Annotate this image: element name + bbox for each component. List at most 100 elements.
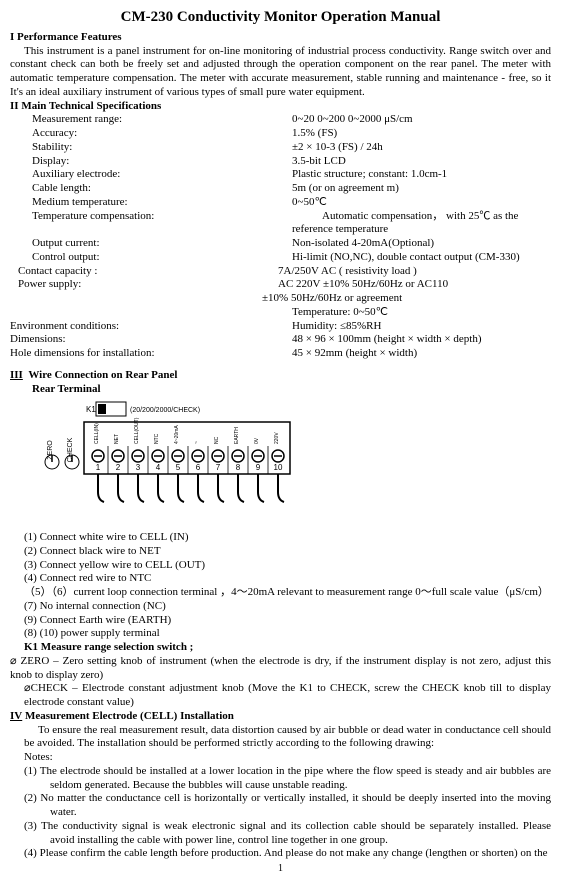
svg-text:0V: 0V <box>254 437 260 444</box>
hole-label: Hole dimensions for installation: <box>10 347 292 361</box>
spec-value: 1.5% (FS) <box>292 127 551 141</box>
svg-text:8: 8 <box>236 463 241 472</box>
k1-heading: K1 Measure range selection switch ; <box>24 641 551 655</box>
spec-label: Cable length: <box>10 182 292 196</box>
env-row: Environment conditions:Humidity: ≤85%RH <box>10 320 551 334</box>
wire-item: (9) Connect Earth wire (EARTH) <box>24 614 551 628</box>
svg-text:3: 3 <box>136 463 141 472</box>
svg-text:9: 9 <box>256 463 261 472</box>
spec-row: Cable length:5m (or on agreement m) <box>10 182 551 196</box>
page-title: CM-230 Conductivity Monitor Operation Ma… <box>10 8 551 27</box>
spec-row: Display:3.5-bit LCD <box>10 155 551 169</box>
svg-text:EARTH: EARTH <box>234 427 240 444</box>
note-item: (4) Please confirm the cable length befo… <box>10 847 551 861</box>
features-body: This instrument is a panel instrument fo… <box>10 45 551 100</box>
check-desc: ⌀CHECK – Electrode constant adjustment k… <box>10 682 551 710</box>
spec-value: 7A/250V AC ( resistivity load ) <box>278 265 551 279</box>
spec-label: Measurement range: <box>10 113 292 127</box>
spec-value: 3.5-bit LCD <box>292 155 551 169</box>
sec3-sub: Rear Terminal <box>10 383 551 397</box>
notes-heading: Notes: <box>10 751 551 765</box>
spec-label: Accuracy: <box>10 127 292 141</box>
env-label <box>10 306 292 320</box>
spec-value: AC 220V ±10% 50Hz/60Hz or AC110 <box>278 278 551 292</box>
spec-label: Output current: <box>10 237 292 251</box>
hole-row: Hole dimensions for installation:45 × 92… <box>10 347 551 361</box>
spec-row: Temperature compensation:Automatic compe… <box>10 210 551 238</box>
svg-text:4: 4 <box>156 463 161 472</box>
svg-text:10: 10 <box>274 463 283 472</box>
roman-i: I <box>10 31 14 43</box>
check-label: CHECK <box>67 438 74 463</box>
dim-label: Dimensions: <box>10 333 292 347</box>
spec-label: Power supply: <box>10 278 278 292</box>
wire-item: (2) Connect black wire to NET <box>24 545 551 559</box>
svg-text:NC: NC <box>214 437 220 445</box>
note-item: (1) The electrode should be installed at… <box>10 765 551 793</box>
spec-label: Medium temperature: <box>10 196 292 210</box>
spec-row: Accuracy:1.5% (FS) <box>10 127 551 141</box>
spec-value: Automatic compensation， with 25℃ as the … <box>292 210 551 238</box>
svg-text:1: 1 <box>96 463 101 472</box>
zero-desc: ⌀ ZERO – Zero setting knob of instrument… <box>10 655 551 683</box>
svg-text:~: ~ <box>194 441 200 444</box>
sec1-title: Performance Features <box>17 31 122 43</box>
rear-terminal-diagram: K1 (20/200/2000/CHECK) ZERO CHECK CELL(I… <box>38 400 551 525</box>
svg-text:6: 6 <box>196 463 201 472</box>
note-item: (3) The conductivity signal is weak elec… <box>10 820 551 848</box>
svg-text:4~20mA: 4~20mA <box>174 425 180 444</box>
spec-row: Auxiliary electrode:Plastic structure; c… <box>10 168 551 182</box>
spec-cont: ±10% 50Hz/60Hz or agreement <box>10 292 551 306</box>
wire-item: (4) Connect red wire to NTC <box>24 572 551 586</box>
zero-label: ZERO <box>47 440 54 460</box>
spec-label: Contact capacity : <box>10 265 278 279</box>
k1-label: K1 <box>86 405 96 414</box>
env-hum: Humidity: ≤85%RH <box>292 320 381 334</box>
svg-text:220V: 220V <box>274 432 280 444</box>
svg-text:5: 5 <box>176 463 181 472</box>
spec-label: Temperature compensation: <box>10 210 292 238</box>
range-label: (20/200/2000/CHECK) <box>130 407 200 414</box>
sec2-title: Main Technical Specifications <box>21 100 161 112</box>
section-3-heading: III Wire Connection on Rear Panel <box>10 369 551 383</box>
spec-label: Stability: <box>10 141 292 155</box>
sec4-title: Measurement Electrode (CELL) Installatio… <box>25 710 234 722</box>
wire-item: (1) Connect white wire to CELL (IN) <box>24 531 551 545</box>
spec-value: Hi-limit (NO,NC), double contact output … <box>292 251 551 265</box>
dim-value: 48 × 96 × 100mm (height × width × depth) <box>292 333 482 347</box>
env-temp: Temperature: 0~50℃ <box>292 306 388 320</box>
dim-row: Dimensions:48 × 96 × 100mm (height × wid… <box>10 333 551 347</box>
wire-item: (3) Connect yellow wire to CELL (OUT) <box>24 559 551 573</box>
spec-value: ±2 × 10-3 (FS) / 24h <box>292 141 551 155</box>
spec-value: Non-isolated 4-20mA(Optional) <box>292 237 551 251</box>
section-1-heading: I Performance Features <box>10 31 551 45</box>
note-item: (2) No matter the conductance cell is ho… <box>10 792 551 820</box>
svg-text:NET: NET <box>114 434 120 444</box>
svg-text:CELL(OUT): CELL(OUT) <box>134 418 140 445</box>
spec-value: Plastic structure; constant: 1.0cm-1 <box>292 168 551 182</box>
spec-row: Control output:Hi-limit (NO,NC), double … <box>10 251 551 265</box>
section-2-heading: II Main Technical Specifications <box>10 100 551 114</box>
svg-text:NTC: NTC <box>154 434 160 445</box>
svg-text:2: 2 <box>116 463 121 472</box>
spec-value: 5m (or on agreement m) <box>292 182 551 196</box>
roman-iii: III <box>10 369 23 381</box>
spec-row: Medium temperature:0~50℃ <box>10 196 551 210</box>
spec-value: 0~20 0~200 0~2000 μS/cm <box>292 113 551 127</box>
spec-row: Measurement range:0~20 0~200 0~2000 μS/c… <box>10 113 551 127</box>
svg-text:CELL(IN): CELL(IN) <box>94 423 100 444</box>
spec-row: Output current:Non-isolated 4-20mA(Optio… <box>10 237 551 251</box>
hole-value: 45 × 92mm (height × width) <box>292 347 417 361</box>
spec-value: 0~50℃ <box>292 196 551 210</box>
wire-item: (8) (10) power supply terminal <box>24 627 551 641</box>
spec-label: Auxiliary electrode: <box>10 168 292 182</box>
env-label: Environment conditions: <box>10 320 292 334</box>
page-number: 1 <box>10 863 551 876</box>
wire-list: (1) Connect white wire to CELL (IN) (2) … <box>10 531 551 655</box>
spec-row: Power supply:AC 220V ±10% 50Hz/60Hz or A… <box>10 278 551 292</box>
spec-row: Contact capacity :7A/250V AC ( resistivi… <box>10 265 551 279</box>
section-4-heading: IV Measurement Electrode (CELL) Installa… <box>10 710 551 724</box>
env-row: Temperature: 0~50℃ <box>10 306 551 320</box>
roman-ii: II <box>10 100 19 112</box>
wire-item: （5）（6）current loop connection terminal ，… <box>24 586 551 600</box>
